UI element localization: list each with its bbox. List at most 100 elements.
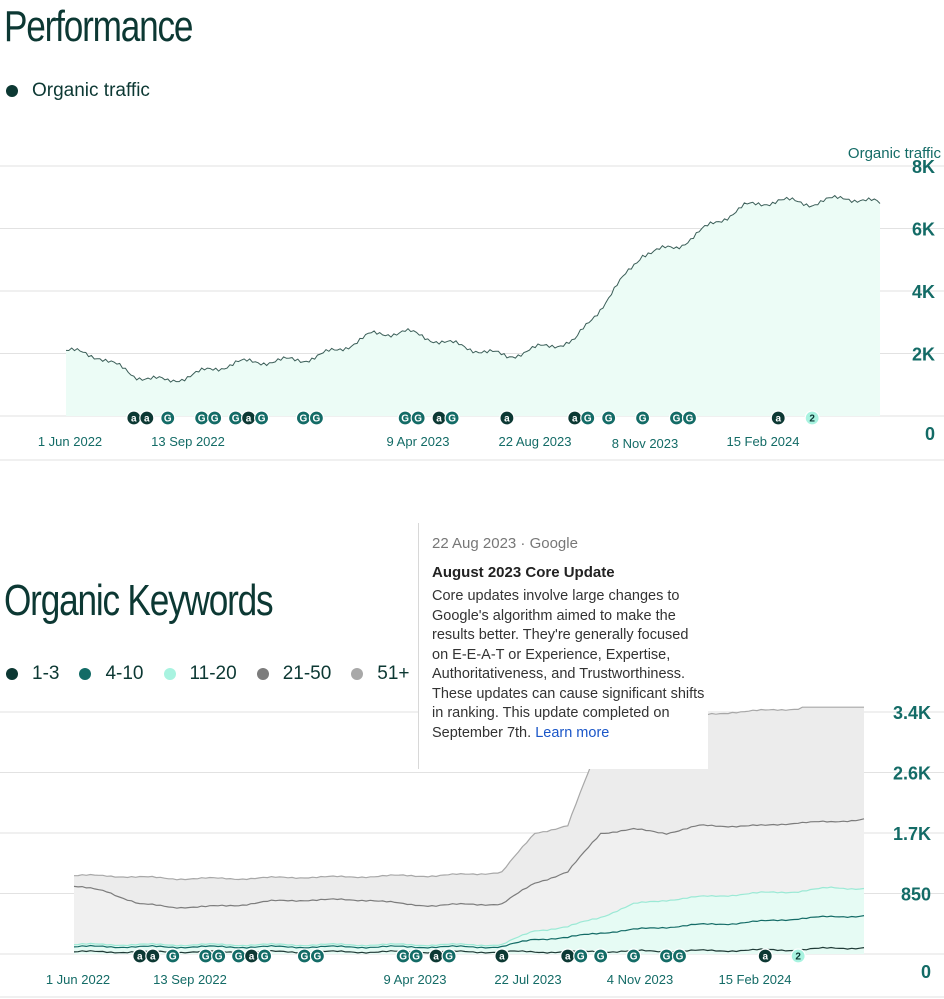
legend-label: Organic traffic [32, 80, 150, 101]
legend-label: 11-20 [189, 663, 237, 684]
update-marker-label: G [597, 952, 605, 963]
update-marker-label: G [445, 952, 453, 963]
update-marker-label: a [499, 952, 505, 963]
update-marker-label: G [401, 414, 409, 425]
update-marker-label: G [198, 414, 206, 425]
x-tick-label: 13 Sep 2022 [151, 434, 225, 449]
legend-item-11-20[interactable]: 11-20 [163, 663, 237, 685]
performance-chart: Organic traffic 0 2K 4K 6K 8K 1 Jun 2022 13 Sep… [0, 145, 944, 461]
y-axis-title: Organic traffic [848, 145, 942, 162]
y-tick-label: 0 [925, 424, 935, 444]
update-marker-label: 2 [795, 952, 801, 963]
legend-label: 4-10 [105, 663, 144, 684]
update-marker-label: a [504, 414, 510, 425]
learn-more-link[interactable]: Learn more [535, 724, 610, 741]
legend-label: 51+ [377, 663, 410, 684]
legend-item-organic-traffic[interactable]: Organic traffic [6, 80, 150, 102]
update-marker-label: a [131, 414, 137, 425]
x-tick-label: 4 Nov 2023 [607, 972, 674, 987]
update-marker-14-icon [499, 410, 515, 426]
update-marker-7-icon [256, 948, 273, 964]
update-marker-label: G [639, 414, 647, 425]
keywords-line-4-10 [73, 915, 865, 949]
y-tick-label: 4K [912, 282, 935, 302]
performance-legend: Organic traffic [6, 80, 170, 102]
update-marker-22-icon [804, 410, 820, 426]
update-marker-11-icon [410, 410, 426, 426]
y-tick-label: 2.6K [893, 764, 931, 784]
update-marker-16-icon [573, 948, 589, 964]
update-marker-20-icon [681, 410, 698, 426]
legend-label: 1-3 [32, 663, 60, 684]
update-marker-label: G [412, 952, 420, 963]
tooltip-meta: 22 Aug 2023 · Google [432, 535, 578, 552]
legend-dot-icon [6, 668, 18, 680]
organic-traffic-area [66, 195, 880, 416]
update-marker-label: G [300, 414, 308, 425]
update-marker-22-icon [790, 948, 806, 964]
x-tick-label: 9 Apr 2023 [387, 434, 450, 449]
organic-keywords-title: Organic Keywords [4, 576, 274, 625]
update-marker-20-icon [671, 948, 688, 964]
update-marker-label: G [605, 414, 613, 425]
update-marker-11-icon [408, 948, 424, 964]
update-marker-label: G [169, 952, 177, 963]
update-marker-label: G [673, 414, 681, 425]
update-marker-label: G [630, 952, 638, 963]
update-marker-18-icon [625, 948, 642, 964]
update-marker-label: G [211, 414, 219, 425]
x-tick-label: 1 Jun 2022 [38, 434, 102, 449]
y-tick-label: 0 [921, 962, 931, 982]
update-marker-18-icon [634, 410, 651, 426]
legend-item-51-plus[interactable]: 51+ [351, 663, 410, 685]
tooltip-body: Core updates involve large changes to Go… [432, 587, 708, 743]
update-marker-label: G [314, 952, 322, 963]
legend-dot-icon [79, 668, 92, 680]
update-marker-label: G [232, 414, 240, 425]
update-marker-label: G [202, 952, 210, 963]
keywords-area-11-20 [74, 887, 864, 954]
update-marker-label: G [414, 414, 422, 425]
update-marker-21-icon [757, 948, 773, 964]
legend-item-1-3[interactable]: 1-3 [6, 663, 59, 685]
update-marker-label: a [436, 414, 442, 425]
y-tick-label: 2K [912, 345, 935, 365]
x-tick-label: 8 Nov 2023 [612, 436, 679, 451]
update-marker-label: G [313, 414, 321, 425]
update-marker-14-icon [494, 948, 510, 964]
keywords-line-51+ [73, 706, 864, 881]
x-tick-label: 22 Jul 2023 [494, 972, 561, 987]
update-marker-9-icon [309, 948, 326, 964]
x-tick-label: 13 Sep 2022 [153, 972, 227, 987]
legend-dot-icon [163, 668, 176, 680]
performance-title: Performance [4, 2, 194, 51]
update-marker-17-icon [593, 948, 609, 964]
update-marker-13-icon [444, 410, 460, 426]
update-marker-label: G [584, 414, 592, 425]
organic-traffic-line [65, 194, 881, 383]
update-marker-label: G [399, 952, 407, 963]
legend-dot-icon [6, 85, 18, 97]
update-marker-1-icon [145, 948, 161, 964]
update-marker-13-icon [441, 948, 457, 964]
update-marker-label: G [235, 952, 243, 963]
update-marker-16-icon [580, 410, 596, 426]
update-marker-label: G [258, 414, 266, 425]
legend-item-21-50[interactable]: 21-50 [256, 663, 331, 685]
update-marker-label: a [433, 952, 439, 963]
update-marker-label: a [775, 414, 781, 425]
update-marker-7-icon [253, 410, 270, 426]
legend-dot-icon [351, 668, 364, 680]
update-marker-2-icon [165, 948, 181, 964]
x-tick-label: 22 Aug 2023 [498, 434, 571, 449]
update-marker-label: G [676, 952, 684, 963]
update-marker-21-icon [770, 410, 786, 426]
tooltip-heading: August 2023 Core Update [432, 564, 615, 581]
y-tick-label: 1.7K [893, 824, 931, 844]
legend-item-4-10[interactable]: 4-10 [79, 663, 144, 685]
x-tick-label: 1 Jun 2022 [46, 972, 110, 987]
x-tick-label: 9 Apr 2023 [384, 972, 447, 987]
update-marker-label: G [686, 414, 694, 425]
x-tick-label: 15 Feb 2024 [726, 434, 799, 449]
update-marker-4-icon [207, 410, 223, 426]
